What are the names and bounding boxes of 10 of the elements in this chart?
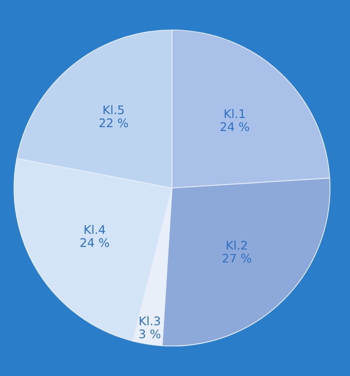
data-label: 3 %: [139, 329, 160, 338]
data-label: 27 %: [222, 254, 252, 263]
data-label: 24 %: [220, 122, 250, 132]
slice-label: Kl.5: [104, 105, 124, 114]
slice-label: Kl.2: [226, 240, 247, 250]
slice-label: Kl.1: [224, 108, 245, 118]
data-label: 24 %: [80, 238, 109, 248]
data-label: 22 %: [99, 118, 128, 128]
slice-label: Kl.4: [84, 224, 106, 234]
slice-label: Kl.3: [140, 316, 160, 326]
